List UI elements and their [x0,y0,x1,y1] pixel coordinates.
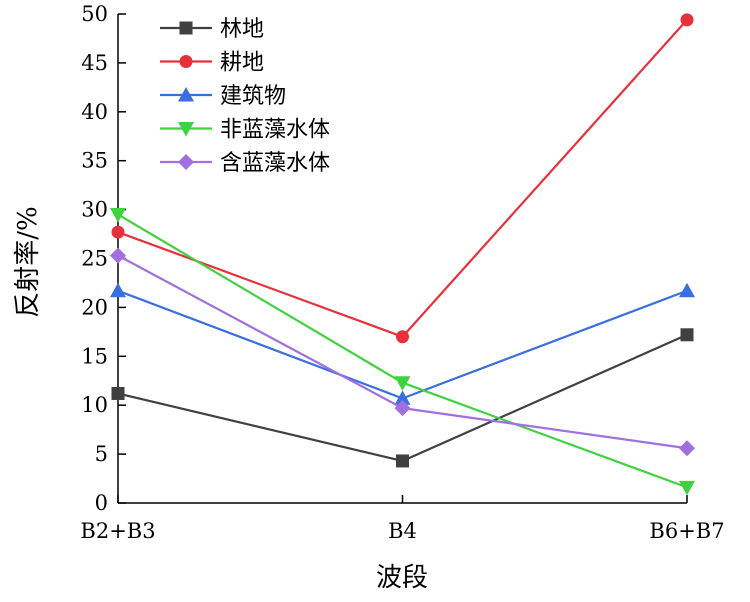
data-point [396,330,409,344]
series-group [111,13,694,344]
legend-marker [178,87,194,102]
y-tick-label: 30 [81,198,108,222]
x-tick-label: B6+B7 [649,519,724,543]
y-tick-label: 40 [81,100,108,124]
series-line [117,254,688,450]
legend-marker [179,55,193,68]
x-tick-label: B2+B3 [80,519,155,543]
y-tick-label: 20 [81,295,108,319]
y-tick-label: 15 [81,344,108,368]
data-point [110,207,126,223]
y-tick-label: 5 [95,442,108,466]
data-point [394,400,411,417]
data-point [396,454,409,468]
legend-item: 含蓝藻水体 [160,151,330,176]
data-point [394,390,411,405]
y-ticks: 0 5 10 15 20 25 30 35 40 45 50 [81,2,126,515]
series-group [110,247,695,457]
data-point [680,13,694,27]
series-line [117,213,688,489]
legend-marker [178,122,194,137]
series-group [110,207,695,496]
y-tick-label: 10 [81,393,108,417]
legend-marker [178,154,194,170]
legend-item: 建筑物 [160,84,286,109]
legend-label: 林地 [220,17,264,42]
legend-label: 非蓝藻水体 [220,118,330,143]
legend-label: 建筑物 [220,84,286,109]
y-tick-label: 35 [81,149,108,173]
legend-item: 耕地 [160,51,264,76]
legend-label: 耕地 [220,51,264,76]
series-line [117,19,688,338]
y-tick-label: 45 [81,51,108,75]
x-tick-label: B4 [388,519,417,543]
data-point [110,282,126,298]
axes [117,14,687,504]
legend-marker [179,21,193,35]
y-tick-label: 25 [81,247,108,271]
y-axis-title: 反射率/% [13,206,43,317]
x-axis-title: 波段 [376,563,428,593]
data-point [680,328,694,342]
data-point [111,225,125,239]
data-point [679,480,695,496]
legend-label: 含蓝藻水体 [220,151,330,176]
legend-item: 林地 [160,17,264,42]
series [110,13,695,496]
y-tick-label: 50 [81,2,108,26]
data-point [679,440,695,457]
data-point [111,386,125,400]
series-group [110,282,695,405]
series-group [111,328,694,468]
x-ticks: B2+B3 B4 B6+B7 [80,495,725,543]
y-tick-label: 0 [95,491,108,515]
data-point [679,282,695,298]
data-point [110,247,126,264]
legend-item: 非蓝藻水体 [160,118,330,143]
data-point [394,376,411,391]
